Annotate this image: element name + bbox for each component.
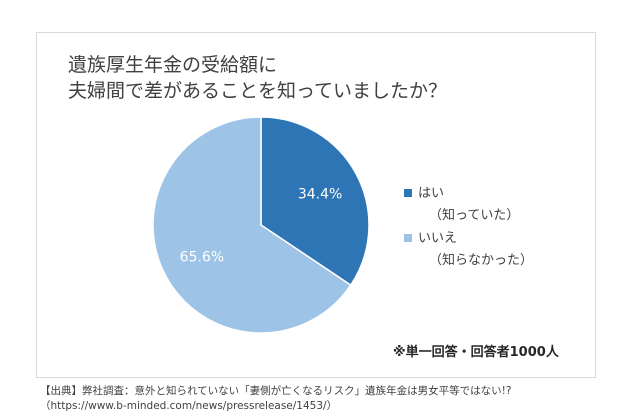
chart-title-line-2: 夫婦間で差があることを知っていましたか？ — [68, 80, 448, 102]
respondent-note: ※単一回答・回答者1000人 — [393, 345, 559, 360]
data-label-yes: 34.4% — [298, 186, 342, 202]
pie-slice-no — [152, 116, 352, 334]
legend-sublabel-no: （知らなかった） — [429, 253, 534, 268]
legend-swatch-yes — [404, 189, 412, 197]
legend-sublabel-yes: （知っていた） — [429, 208, 520, 223]
source-citation: 【出典】弊社調査：意外と知られていない「妻側が亡くなるリスク」遺族年金は男女平等… — [40, 385, 512, 397]
legend-label-yes: はい — [418, 186, 445, 201]
source-url: （https://www.b-minded.com/news/pressrele… — [40, 400, 338, 412]
legend-label-no: いいえ — [418, 231, 458, 246]
chart-title-line-1: 遺族厚生年金の受給額に — [68, 54, 278, 76]
legend-swatch-no — [404, 234, 412, 242]
pie-slice-yes — [260, 116, 370, 287]
data-label-no: 65.6% — [180, 250, 224, 266]
